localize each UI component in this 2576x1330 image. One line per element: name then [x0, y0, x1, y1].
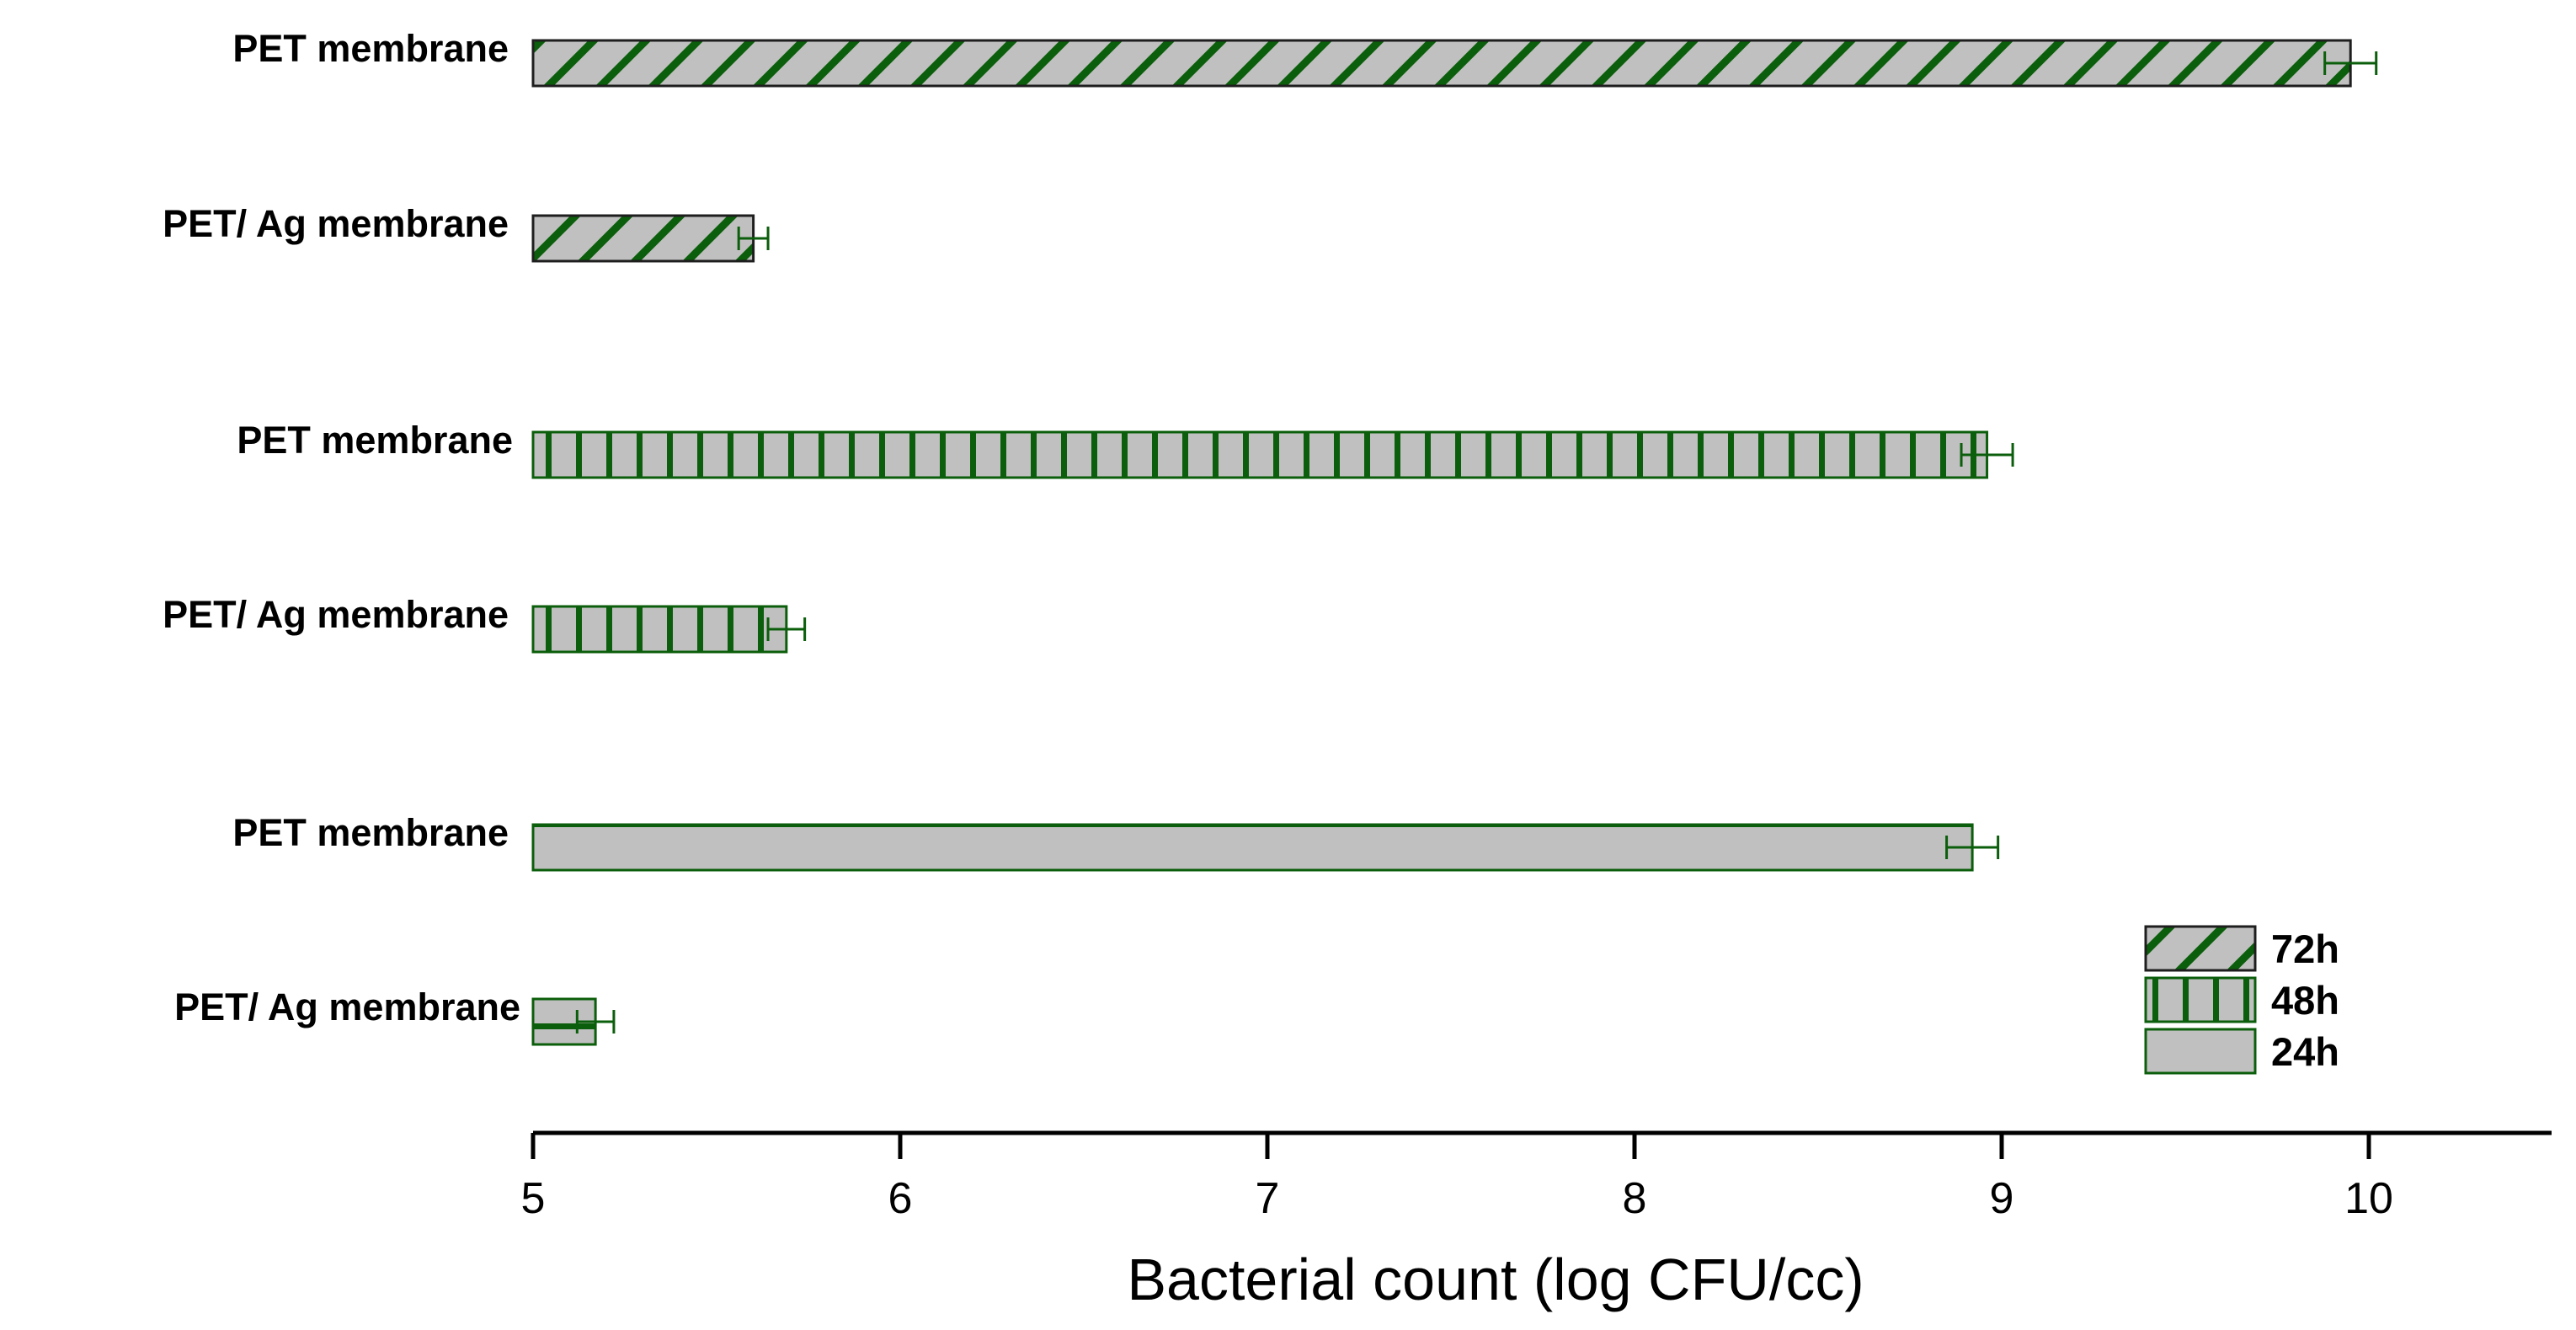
x-tick-label: 8 [1623, 1174, 1647, 1223]
error-bar-72h-pet-ag [737, 227, 770, 250]
x-tick-label: 6 [888, 1174, 913, 1223]
bar-48h-pet-ag [531, 605, 788, 654]
error-bar-48h-pet-ag [766, 617, 807, 641]
legend-label: 24h [2271, 1029, 2339, 1074]
error-bar-24h-pet [1945, 836, 2000, 859]
x-tick-label: 10 [2344, 1174, 2393, 1223]
x-axis-title: Bacterial count (log CFU/cc) [1127, 1247, 1864, 1312]
legend-item-72h: 72h [2144, 925, 2339, 972]
legend-swatch [2144, 976, 2257, 1023]
error-bar-48h-pet [1960, 443, 2014, 467]
legend-label: 72h [2271, 927, 2339, 971]
category-label: PET membrane [232, 27, 509, 70]
legend-label: 48h [2271, 978, 2339, 1023]
legend-swatch [2144, 925, 2257, 972]
category-label: PET/ Ag membrane [163, 202, 509, 245]
category-label: PET/ Ag membrane [163, 593, 509, 636]
legend-item-24h: 24h [2144, 1028, 2339, 1075]
category-labels: PET membrane PET/ Ag membrane PET membrane… [163, 27, 520, 1028]
bar-24h-pet [531, 823, 1974, 872]
x-axis: 5 6 7 8 9 10 [521, 1130, 2552, 1223]
bar-72h-pet [531, 39, 2352, 88]
x-tick-label: 5 [521, 1174, 546, 1223]
category-label: PET membrane [237, 419, 513, 462]
error-bar-72h-pet [2323, 51, 2378, 75]
x-tick-label: 9 [1990, 1174, 2014, 1223]
legend-item-48h: 48h [2144, 976, 2339, 1023]
x-tick-label: 7 [1256, 1174, 1280, 1223]
category-label: PET/ Ag membrane [174, 985, 520, 1028]
legend-swatch [2144, 1028, 2257, 1075]
error-bar-24h-pet-ag [575, 1010, 616, 1034]
bar-48h-pet [531, 430, 1989, 479]
category-label: PET membrane [232, 811, 509, 854]
legend: 72h 48h 24h [2144, 925, 2339, 1075]
bar-72h-pet-ag [531, 214, 755, 263]
bars-layer [531, 39, 2378, 1046]
